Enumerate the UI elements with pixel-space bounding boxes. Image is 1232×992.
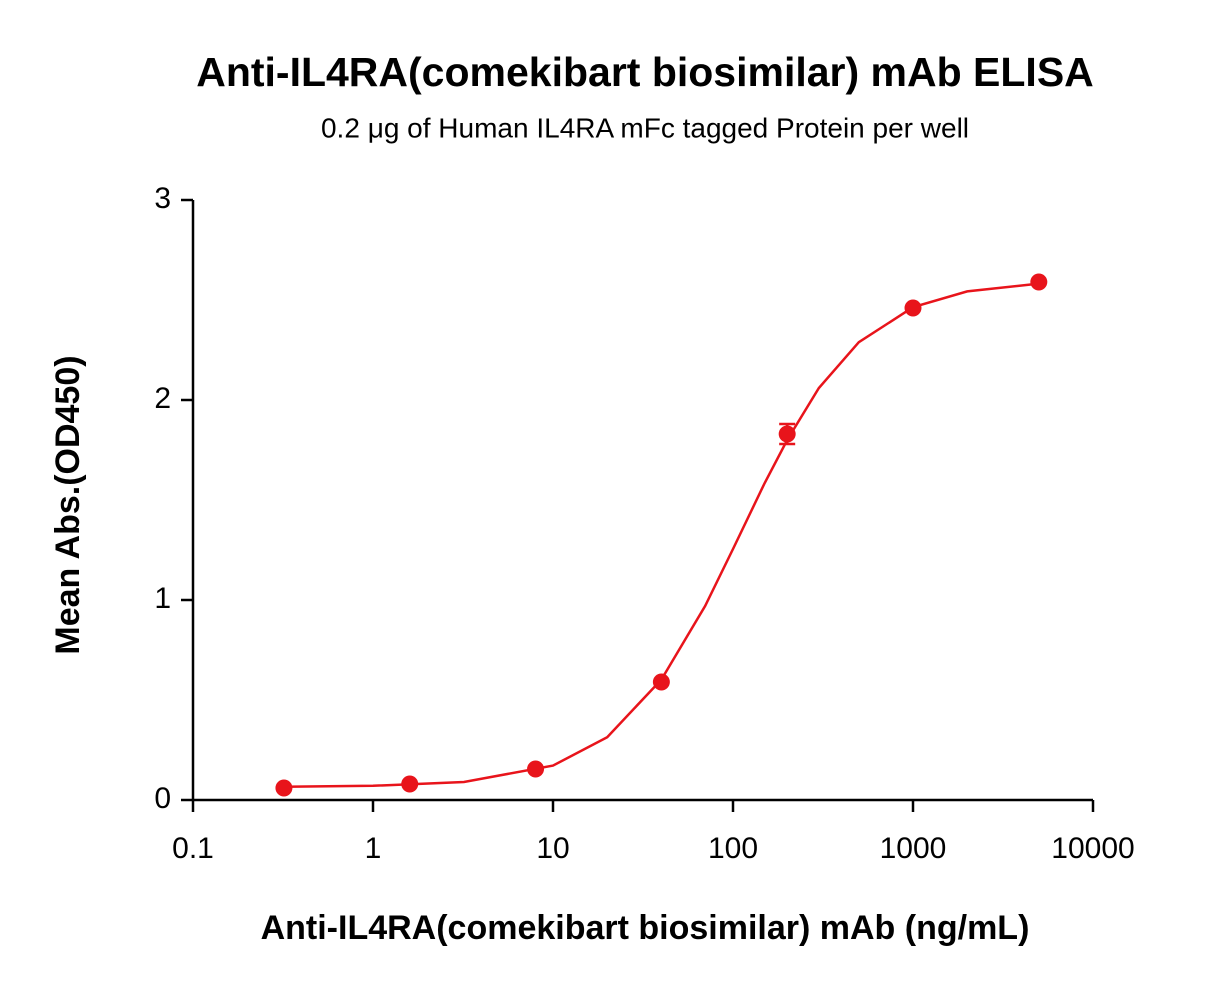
data-point xyxy=(1030,273,1048,291)
x-tick-label: 100 xyxy=(708,832,758,865)
fit-curve xyxy=(283,282,1039,789)
chart-subtitle: 0.2 μg of Human IL4RA mFc tagged Protein… xyxy=(321,112,969,143)
chart-title: Anti-IL4RA(comekibart biosimilar) mAb EL… xyxy=(196,49,1094,95)
y-axis-label: Mean Abs.(OD450) xyxy=(49,355,87,654)
x-axis-label: Anti-IL4RA(comekibart biosimilar) mAb (n… xyxy=(261,909,1030,947)
data-point xyxy=(652,673,670,691)
y-tick-label: 3 xyxy=(154,182,171,215)
data-point xyxy=(527,760,545,778)
x-tick-label: 0.1 xyxy=(172,832,214,865)
x-tick-label: 10 xyxy=(536,832,569,865)
y-tick-label: 2 xyxy=(154,382,171,415)
y-tick-label: 0 xyxy=(154,782,171,815)
x-tick-label: 1 xyxy=(365,832,382,865)
data-point xyxy=(275,779,293,797)
x-tick-label: 10000 xyxy=(1051,832,1134,865)
data-point xyxy=(401,775,419,793)
data-point xyxy=(904,299,922,317)
x-tick-label: 1000 xyxy=(880,832,947,865)
data-point xyxy=(778,425,796,443)
y-tick-label: 1 xyxy=(154,582,171,615)
